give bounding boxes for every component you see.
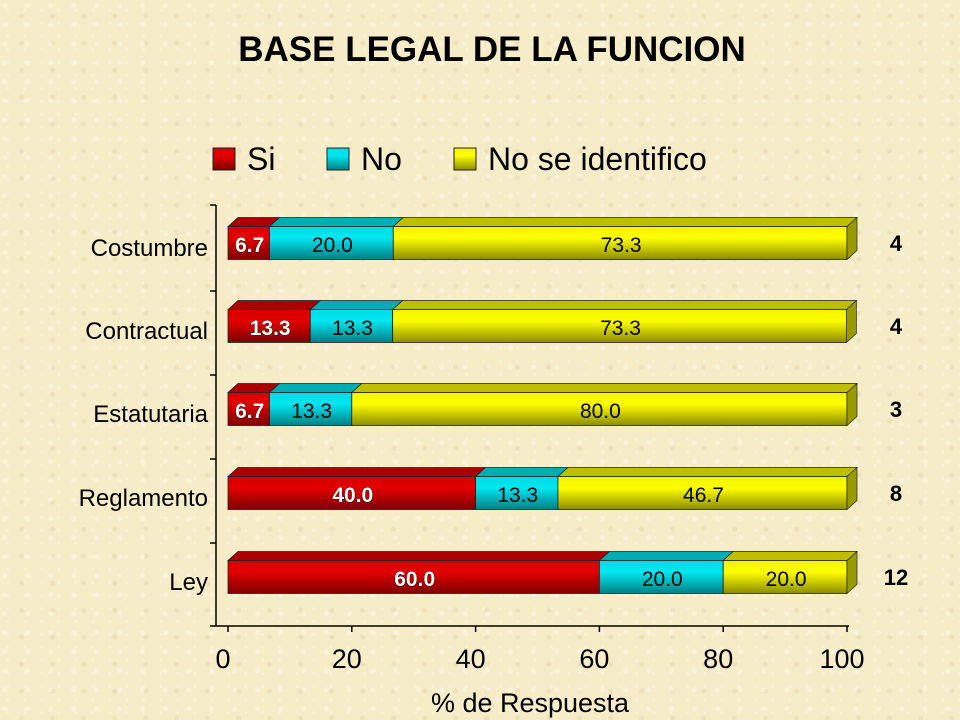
bar-top-face <box>268 383 363 393</box>
bar-segment <box>475 476 559 510</box>
bar-top-face <box>227 300 322 310</box>
bar-top-face <box>391 300 858 310</box>
category-label-ley: Ley <box>169 569 208 596</box>
category-label-contractual: Contractual <box>85 318 208 345</box>
legend-swatch-3 <box>453 147 477 171</box>
data-label: 20.0 <box>642 568 683 591</box>
bar-side-face <box>846 550 858 595</box>
bar-top-face <box>722 551 858 561</box>
category-label-costumbre: Costumbre <box>91 235 208 262</box>
bar-segment <box>227 560 600 594</box>
bar-top-face <box>309 300 404 310</box>
bar-side-face <box>846 466 858 511</box>
category-label-reglamento: Reglamento <box>79 485 208 512</box>
data-label: 13.3 <box>332 317 373 340</box>
bar-top-face <box>557 467 858 477</box>
bar-side-face <box>846 216 858 261</box>
bar-top-face <box>598 551 735 561</box>
bar-top-face <box>392 217 858 227</box>
legend-swatch-1 <box>212 147 236 171</box>
data-label: 60.0 <box>394 568 435 591</box>
data-label: 6.7 <box>235 234 264 257</box>
data-label: 20.0 <box>312 234 353 257</box>
x-tick-label: 60 <box>579 644 609 674</box>
bar-segment <box>392 226 848 260</box>
data-label: 46.7 <box>683 484 724 507</box>
count-label: 12 <box>884 565 908 590</box>
data-label: 6.7 <box>235 400 264 423</box>
bar-top-face <box>227 551 611 561</box>
bar-side-face <box>846 299 857 344</box>
bar-segment <box>269 392 353 426</box>
chart-title-text: BASE LEGAL DE LA FUNCION <box>238 30 746 69</box>
legend-label-3: No se identifico <box>488 141 707 177</box>
bar-segment <box>722 560 848 594</box>
x-tick-label: 40 <box>456 644 486 674</box>
legend-label-2: No <box>361 141 402 177</box>
data-label: 80.0 <box>580 400 621 423</box>
data-label: 20.0 <box>766 568 807 591</box>
x-tick-label: 100 <box>819 644 864 674</box>
x-tick-label: 0 <box>215 644 230 674</box>
data-label: 13.3 <box>497 484 538 507</box>
x-axis-title: % de Respuesta <box>431 688 630 718</box>
data-label: 13.3 <box>250 317 291 340</box>
bar-top-face <box>227 467 487 477</box>
bar-top-face <box>350 383 858 393</box>
x-tick-label: 80 <box>703 644 733 674</box>
bar-top-face <box>268 217 405 227</box>
legend-swatch-2 <box>326 147 350 171</box>
data-label: 73.3 <box>601 234 642 257</box>
bar-side-face <box>846 382 858 427</box>
bar-segment <box>309 309 394 343</box>
bar-segment <box>227 476 477 510</box>
count-label: 4 <box>890 314 903 339</box>
bar-segment <box>392 309 847 343</box>
chart-title: BASE LEGAL DE LA FUNCION <box>0 30 960 70</box>
bar-segment <box>227 392 270 426</box>
legend-label-1: Si <box>247 141 275 177</box>
count-label: 4 <box>890 231 903 256</box>
bar-segment <box>557 476 848 510</box>
bar-segment <box>599 560 724 594</box>
bar-segment <box>351 392 848 426</box>
data-label: 13.3 <box>291 400 332 423</box>
data-label: 40.0 <box>332 484 373 507</box>
bar-top-face <box>474 467 569 477</box>
data-label: 73.3 <box>600 317 641 340</box>
x-tick-label: 20 <box>332 644 362 674</box>
count-label: 8 <box>890 481 902 506</box>
count-label: 3 <box>890 397 902 422</box>
category-label-estatutaria: Estatutaria <box>93 401 208 428</box>
bar-segment <box>269 226 394 260</box>
